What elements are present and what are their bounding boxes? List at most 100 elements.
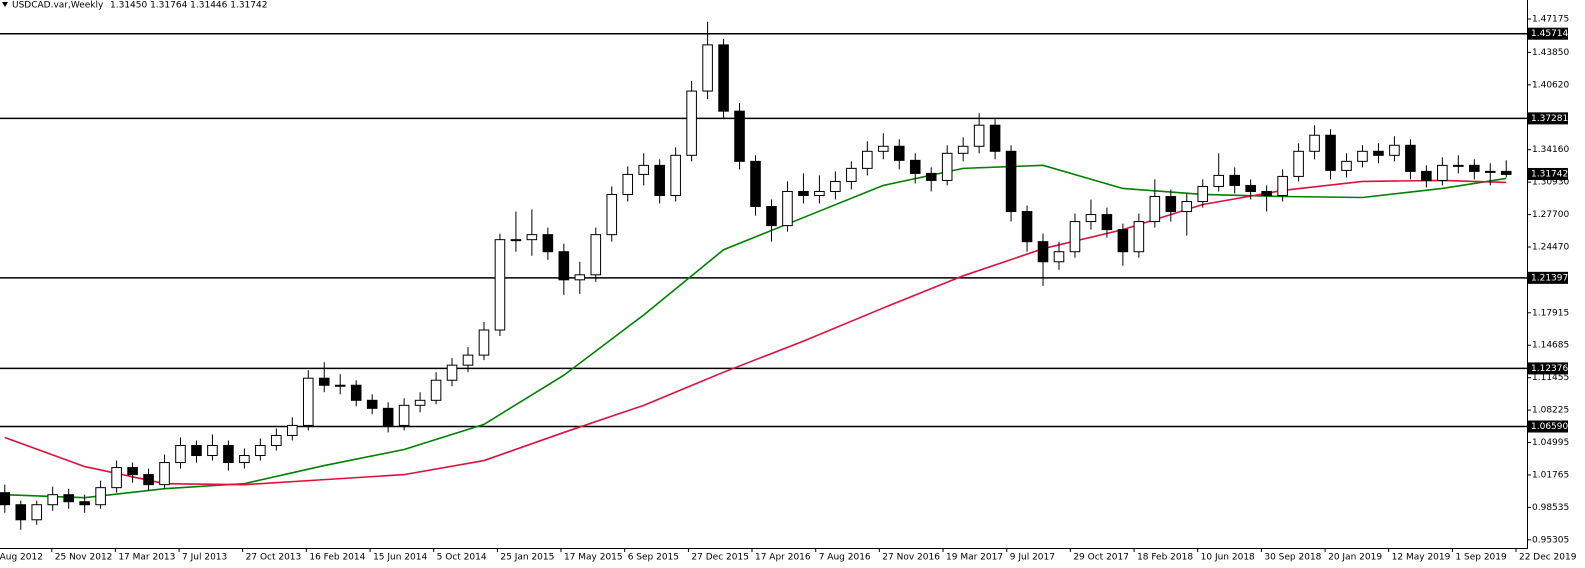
candle-body bbox=[191, 444, 202, 457]
x-tick-label: 17 May 2015 bbox=[564, 553, 623, 563]
candle-body bbox=[31, 504, 43, 521]
candle-body bbox=[574, 274, 586, 281]
candle-body bbox=[1149, 195, 1161, 223]
y-tick-label: 1.34160 bbox=[1532, 145, 1569, 155]
x-tick-label: 16 Feb 2014 bbox=[309, 553, 365, 563]
candle-body bbox=[334, 384, 346, 387]
candle-body bbox=[957, 145, 969, 154]
candle-body bbox=[1325, 134, 1336, 171]
candle-body bbox=[1437, 164, 1448, 181]
candle-body bbox=[127, 467, 138, 476]
level-label: 1.37281 bbox=[1531, 114, 1568, 124]
level-label: 1.06590 bbox=[1531, 422, 1568, 432]
x-tick-label: 7 Aug 2016 bbox=[819, 553, 871, 563]
candle-body bbox=[15, 504, 27, 521]
candle-body bbox=[1165, 195, 1177, 213]
x-tick-label: 17 Mar 2013 bbox=[118, 553, 175, 563]
candle-body bbox=[766, 206, 777, 227]
candle-body bbox=[814, 190, 825, 196]
candle-body bbox=[1373, 150, 1384, 156]
last-price-label: 1.31742 bbox=[1531, 169, 1568, 179]
candle-body bbox=[1357, 150, 1368, 162]
candle-body bbox=[462, 354, 474, 366]
x-tick-label: 27 Nov 2016 bbox=[882, 553, 940, 563]
candle-body bbox=[1293, 150, 1304, 177]
candle-body bbox=[63, 494, 74, 503]
candle-body bbox=[271, 434, 282, 446]
y-tick-label: 1.30930 bbox=[1532, 178, 1569, 188]
candle-body bbox=[893, 145, 905, 161]
candle-body bbox=[830, 180, 841, 192]
candle-body bbox=[239, 455, 250, 464]
candle-body bbox=[798, 190, 809, 196]
candle-body bbox=[1389, 144, 1400, 156]
x-tick-label: 6 Sep 2015 bbox=[628, 553, 679, 563]
candle-body bbox=[446, 364, 458, 381]
candle-body bbox=[478, 329, 490, 356]
y-tick-label: 1.40620 bbox=[1532, 80, 1569, 90]
candle-body bbox=[287, 424, 298, 436]
candle-body bbox=[510, 239, 522, 242]
candle-body bbox=[159, 462, 170, 486]
candle-body bbox=[654, 164, 665, 196]
candle-body bbox=[1309, 134, 1320, 152]
x-tick-label: 19 Mar 2017 bbox=[946, 553, 1003, 563]
candle-body bbox=[1341, 160, 1352, 171]
y-tick-label: 0.98535 bbox=[1532, 503, 1569, 513]
candle-body bbox=[79, 501, 90, 506]
x-tick-label: 27 Dec 2015 bbox=[691, 553, 749, 563]
candle-body bbox=[941, 152, 953, 181]
candle-body bbox=[398, 404, 410, 426]
y-tick-label: 1.11455 bbox=[1532, 373, 1569, 383]
candle-body bbox=[973, 124, 985, 147]
x-tick-label: 25 Jan 2015 bbox=[500, 553, 554, 563]
level-box bbox=[1528, 112, 1568, 125]
candle-body bbox=[0, 492, 11, 506]
candle-body bbox=[1229, 174, 1240, 186]
candle-body bbox=[1453, 164, 1464, 167]
candle-body bbox=[318, 377, 330, 386]
y-tick-label: 1.08225 bbox=[1532, 406, 1569, 416]
candle-body bbox=[878, 145, 889, 152]
y-tick-label: 1.14685 bbox=[1532, 341, 1569, 351]
y-tick-label: 1.24470 bbox=[1532, 242, 1569, 252]
y-tick-label: 0.95305 bbox=[1532, 535, 1569, 545]
y-tick-label: 1.47175 bbox=[1532, 15, 1569, 25]
x-tick-label: 7 Jul 2013 bbox=[182, 553, 227, 563]
candle-body bbox=[1021, 211, 1033, 243]
candle-body bbox=[1261, 190, 1272, 196]
level-box bbox=[1528, 362, 1568, 375]
y-tick-label: 1.01765 bbox=[1532, 470, 1569, 480]
ohlc-text: 1.31450 1.31764 1.31446 1.31742 bbox=[110, 1, 267, 11]
level-label: 1.21397 bbox=[1531, 273, 1568, 283]
x-tick-label: 22 Dec 2019 bbox=[1519, 553, 1577, 563]
candle-body bbox=[1405, 144, 1416, 172]
candle-body bbox=[606, 193, 618, 236]
candle-body bbox=[1277, 175, 1288, 196]
x-tick-label: 5 Aug 2012 bbox=[0, 553, 43, 563]
candle-body bbox=[366, 399, 378, 409]
candle-body bbox=[909, 159, 921, 174]
y-tick-label: 1.27700 bbox=[1532, 210, 1569, 220]
candle-body bbox=[255, 444, 266, 457]
candle-body bbox=[558, 251, 570, 281]
x-tick-label: 20 Jan 2019 bbox=[1328, 553, 1382, 563]
candle-body bbox=[638, 164, 649, 175]
menu-arrow bbox=[2, 2, 8, 7]
candle-body bbox=[622, 173, 634, 195]
x-tick-label: 15 Jun 2014 bbox=[373, 553, 427, 563]
candle-body bbox=[989, 124, 1001, 152]
candle-body bbox=[1053, 251, 1065, 263]
candle-body bbox=[1197, 185, 1209, 203]
candle-body bbox=[223, 444, 234, 464]
y-tick-label: 1.04995 bbox=[1532, 438, 1569, 448]
candle-body bbox=[494, 239, 506, 331]
candle-body bbox=[1101, 214, 1113, 231]
level-box bbox=[1528, 271, 1568, 284]
level-label: 1.45714 bbox=[1531, 29, 1568, 39]
candle-body bbox=[47, 494, 59, 506]
candle-body bbox=[1500, 170, 1512, 175]
moving-average bbox=[4, 164, 1507, 499]
